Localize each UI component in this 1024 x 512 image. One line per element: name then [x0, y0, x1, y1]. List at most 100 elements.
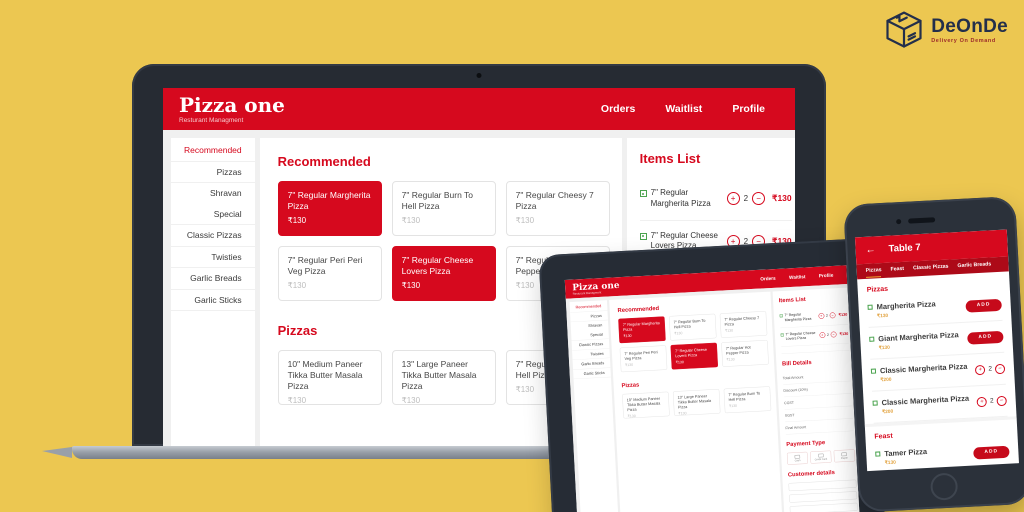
item-quantity: 2 [989, 397, 994, 405]
veg-icon [870, 368, 877, 374]
nav-orders[interactable]: Orders [760, 275, 776, 282]
bill-row-final: Final Amount [785, 418, 854, 435]
increase-icon[interactable]: + [726, 192, 740, 206]
sidebar-item-twisties[interactable]: Twisties [171, 247, 255, 268]
increase-icon[interactable]: + [819, 331, 826, 339]
tab-garlic-breads[interactable]: Garlic Breads [957, 261, 992, 270]
menu-card[interactable]: 10" Medium Paneer Tikka Butter Masala Pi… [277, 350, 382, 405]
items-list-heading: Items List [778, 295, 806, 304]
menu-card[interactable]: 10" Medium Paneer Tikka Butter Masala Pi… [621, 391, 670, 419]
order-item-name: 7" Regular Margherita Pizza [650, 188, 711, 208]
decrease-icon[interactable]: − [996, 395, 1007, 406]
nav-waitlist[interactable]: Waitlist [665, 103, 703, 115]
phone-screen: ← Table 7 Pizzas Feast Classic Pizzas Ga… [854, 229, 1019, 472]
decrease-icon[interactable]: − [829, 312, 836, 319]
phone-item-info: Giant Margherita Pizza ₹130 [878, 330, 968, 351]
nav-profile[interactable]: Profile [732, 103, 765, 115]
menu-card-name: 7" Regular Peri Peri Veg Pizza [624, 349, 658, 361]
decrease-icon[interactable]: − [830, 331, 837, 338]
nav-profile[interactable]: Profile [818, 272, 834, 279]
phone-item-name: Margherita Pizza [876, 299, 936, 312]
add-button[interactable]: ADD [967, 330, 1004, 345]
sidebar-item-garlic-sticks[interactable]: Garlic Sticks [171, 290, 255, 311]
payment-options: Cash Credit Card Paytm [786, 449, 856, 465]
add-button[interactable]: ADD [965, 298, 1002, 313]
app-header: Pizza one Resturant Managment Orders Wai… [163, 88, 795, 130]
menu-card-name: 7" Regular Hot Pepper Pizza [725, 344, 751, 356]
menu-card-price: ₹130 [726, 357, 735, 362]
menu-card-name: 7" Regular Margherita Pizza [622, 320, 660, 332]
tab-classic-pizzas[interactable]: Classic Pizzas [912, 263, 949, 272]
increase-icon[interactable]: + [818, 313, 825, 320]
menu-card-name: 13" Large Paneer Tikka Butter Masala Piz… [401, 359, 477, 392]
tab-pizzas[interactable]: Pizzas [865, 263, 882, 279]
sidebar-item-shravan-special[interactable]: Shravan Special [171, 183, 255, 225]
phone-device: ← Table 7 Pizzas Feast Classic Pizzas Ga… [843, 196, 1024, 512]
menu-card[interactable]: 7" Regular Burn To Hell Pizza ₹130 [391, 181, 496, 236]
back-arrow-icon[interactable]: ← [865, 244, 876, 256]
payment-option-label: Cash [794, 459, 801, 463]
veg-icon [869, 336, 875, 342]
payment-option-credit-card[interactable]: Credit Card [810, 450, 832, 464]
sidebar-item-recommended[interactable]: Recommended [171, 140, 255, 162]
increase-icon[interactable]: + [975, 364, 986, 375]
menu-card[interactable]: 13" Large Paneer Tikka Butter Masala Piz… [391, 350, 496, 405]
phone-menu-item: Tamer Pizza ₹130 ADD [874, 435, 1011, 472]
quantity-stepper: + 2 − [976, 395, 1007, 407]
menu-card[interactable]: 7" Regular Burn To Hell Pizza ₹130 [723, 386, 772, 414]
menu-card[interactable]: 7" Regular Hot Pepper Pizza ₹130 [721, 339, 769, 367]
tab-feast[interactable]: Feast [890, 265, 905, 273]
customer-input[interactable] [788, 479, 857, 492]
deonde-box-icon [882, 8, 926, 52]
quantity-stepper: + 2 − [975, 363, 1006, 375]
phone-item-price: ₹130 [884, 460, 897, 467]
payment-option-cash[interactable]: Cash [786, 451, 809, 465]
menu-card[interactable]: 7" Regular Cheesy 7 Pizza ₹130 [505, 181, 610, 236]
nav-waitlist[interactable]: Waitlist [788, 274, 806, 281]
sidebar-item-classic-pizzas[interactable]: Classic Pizzas [171, 225, 255, 247]
app-body: Recommended Pizzas Shravan Special Class… [565, 283, 862, 512]
decrease-icon[interactable]: − [752, 192, 766, 206]
phone-item-price: ₹200 [880, 377, 892, 384]
category-sidebar: Recommended Pizzas Shravan Special Class… [171, 138, 255, 446]
menu-card[interactable]: 7" Regular Margherita Pizza ₹130 [277, 181, 382, 236]
menu-card-name: 7" Regular Burn To Hell Pizza [401, 190, 474, 212]
menu-card-price: ₹130 [674, 331, 683, 336]
tablet-device: Pizza one Resturant Managment Orders Wai… [538, 238, 887, 512]
order-item-name: 7" Regular Cheese Lovers Pizza [650, 230, 718, 251]
deonde-wordmark: DeOnDe Delivery On Demand [931, 17, 1008, 44]
nav-orders[interactable]: Orders [600, 103, 636, 115]
menu-card-price: ₹130 [724, 328, 734, 333]
sidebar-item-garlic-breads[interactable]: Garlic Breads [171, 268, 255, 290]
decrease-icon[interactable]: − [994, 363, 1006, 374]
increase-icon[interactable]: + [976, 396, 988, 407]
menu-card[interactable]: 7" Regular Peri Peri Veg Pizza ₹130 [619, 345, 668, 373]
phone-speaker-icon [908, 217, 936, 224]
payment-option-paytm[interactable]: Paytm [833, 449, 856, 463]
menu-card-price: ₹130 [401, 281, 421, 291]
veg-icon [779, 314, 783, 318]
sidebar-item-pizzas[interactable]: Pizzas [171, 162, 255, 183]
menu-card[interactable]: 7" Regular Cheese Lovers Pizza ₹130 [391, 246, 496, 301]
pizzas-card-grid: 10" Medium Paneer Tikka Butter Masala Pi… [621, 386, 772, 419]
add-button[interactable]: ADD [973, 445, 1010, 460]
menu-card[interactable]: 7" Regular Peri Peri Veg Pizza ₹130 [277, 246, 382, 301]
order-item-name: 7" Regular Margherita Pizza [784, 312, 812, 323]
sidebar-item-garlic-sticks[interactable]: Garlic Sticks [573, 367, 611, 380]
phone-home-button[interactable] [929, 472, 959, 501]
menu-card[interactable]: 7" Regular Cheese Lovers Pizza ₹130 [670, 342, 718, 370]
menu-card-name: 7" Regular Burn To Hell Pizza [673, 318, 706, 330]
menu-card[interactable]: 7" Regular Cheesy 7 Pizza ₹130 [719, 311, 768, 338]
phone-item-info: Margherita Pizza ₹130 [876, 298, 966, 319]
menu-card-price: ₹130 [287, 281, 307, 291]
sidebar-item-shravan-special[interactable]: Shravan Special [570, 320, 609, 341]
menu-card-name: 10" Medium Paneer Tikka Butter Masala Pi… [287, 359, 363, 392]
menu-card-price: ₹130 [624, 362, 634, 368]
customer-input[interactable] [789, 502, 858, 512]
menu-card[interactable]: 13" Large Paneer Tikka Butter Masala Piz… [672, 388, 721, 416]
app-title: Pizza one [179, 92, 285, 117]
customer-input[interactable] [788, 491, 858, 503]
brand-name: DeOnDe [931, 15, 1008, 37]
menu-card[interactable]: 7" Regular Margherita Pizza ₹130 [618, 316, 666, 344]
menu-card[interactable]: 7" Regular Burn To Hell Pizza ₹130 [668, 313, 717, 341]
